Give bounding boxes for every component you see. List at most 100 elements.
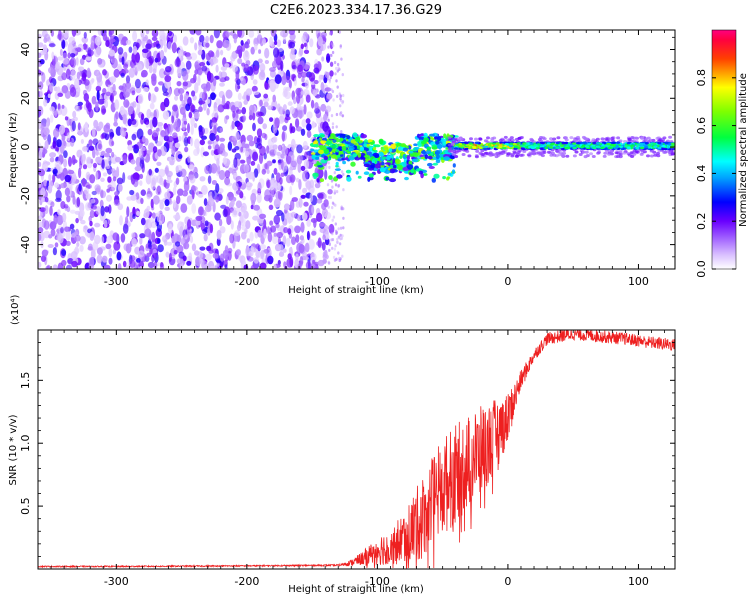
spectrogram-cell xyxy=(89,220,93,227)
spectrogram-cell xyxy=(38,118,42,129)
spectrogram-cell xyxy=(112,36,119,47)
spectrogram-cell xyxy=(565,154,570,158)
spectrogram-cell xyxy=(613,147,618,150)
spectrogram-cell xyxy=(236,109,242,114)
spectrogram-cell xyxy=(502,147,507,150)
spectrogram-cell xyxy=(280,60,284,72)
spectrogram-cell xyxy=(300,90,306,95)
spectrogram-cell xyxy=(250,246,255,254)
spectrogram-cell xyxy=(52,173,56,183)
spectrogram-cell xyxy=(115,126,122,136)
spectrogram-cell xyxy=(578,153,583,156)
spectrogram-cell xyxy=(215,183,220,194)
spectrogram-cell xyxy=(57,262,64,269)
spectrogram-cell xyxy=(299,46,304,56)
spectrogram-cell xyxy=(97,58,103,65)
x-tick-label: -300 xyxy=(104,575,129,588)
spectrogram-cell xyxy=(610,144,614,147)
spectrogram-cell xyxy=(341,145,347,151)
spectrogram-cell xyxy=(246,181,251,187)
spectrogram-cell xyxy=(488,153,493,157)
spectrogram-cell xyxy=(267,255,274,265)
spectrogram-cell xyxy=(102,32,108,42)
spectrogram-cell xyxy=(367,176,371,182)
spectrogram-cell xyxy=(149,247,153,255)
spectrogram-cell xyxy=(656,154,661,158)
spectrogram-cell xyxy=(113,121,118,127)
spectrogram-cell xyxy=(646,154,650,158)
x-tick-label: -100 xyxy=(365,275,390,288)
spectrogram-cell xyxy=(114,191,119,196)
spectrogram-cell xyxy=(229,31,236,36)
spectrogram-cell xyxy=(390,143,397,150)
spectrogram-cell xyxy=(468,144,473,147)
spectrogram-cell xyxy=(122,154,128,165)
spectrogram-cell xyxy=(445,147,449,150)
spectrogram-cell xyxy=(252,122,256,132)
spectrogram-cell xyxy=(341,114,344,118)
spectrogram-cell xyxy=(181,99,186,107)
spectrogram-cell xyxy=(627,153,632,157)
spectrogram-cell xyxy=(303,159,309,170)
spectrogram-cell xyxy=(279,31,284,37)
spectrogram-cell xyxy=(206,108,210,116)
spectrogram-cell xyxy=(320,103,327,112)
spectrogram-cell xyxy=(105,91,111,97)
spectrogram-cell xyxy=(215,64,219,73)
spectrogram-cell xyxy=(575,144,580,147)
spectrogram-cell xyxy=(213,107,219,118)
spectrogram-cell xyxy=(128,46,133,53)
spectrogram-cell xyxy=(305,118,311,124)
spectrogram-cell xyxy=(197,49,203,56)
spectrogram-cell xyxy=(511,138,516,142)
spectrogram-cell xyxy=(513,145,518,149)
spectrogram-cell xyxy=(44,140,49,150)
spectrogram-cell xyxy=(163,97,170,108)
spectrogram-cell xyxy=(487,143,492,147)
spectrogram-cell xyxy=(317,237,322,248)
spectrogram-cell xyxy=(38,233,42,242)
spectrogram-cell xyxy=(203,86,207,94)
spectrogram-cell xyxy=(418,136,425,141)
spectrogram-cell xyxy=(308,239,315,250)
y-tick-label: 1.0 xyxy=(19,434,32,452)
spectrogram-cell xyxy=(188,252,192,261)
spectrogram-cell xyxy=(327,205,330,209)
spectrogram-cell xyxy=(648,138,653,142)
spectrogram-cell xyxy=(257,182,262,193)
spectrogram-cell xyxy=(176,234,181,244)
spectrogram-cell xyxy=(106,194,112,202)
spectrogram-cell xyxy=(131,232,136,239)
spectrogram-cell xyxy=(101,159,105,170)
spectrogram-cell xyxy=(647,146,652,149)
spectrogram-cell xyxy=(92,241,99,251)
spectrogram-cell xyxy=(341,234,344,238)
spectrogram-cell xyxy=(254,43,258,51)
spectrogram-cell xyxy=(622,140,627,143)
spectrogram-cell xyxy=(142,87,149,92)
spectrogram-cell xyxy=(96,247,103,256)
spectrogram-cell xyxy=(257,229,263,238)
spectrogram-cell xyxy=(171,235,175,244)
spectrogram-cell xyxy=(285,86,291,92)
spectrogram-cell xyxy=(500,151,505,155)
spectrogram-cell xyxy=(141,113,145,121)
spectrogram-cell xyxy=(331,144,337,149)
spectrogram-cell xyxy=(328,242,331,247)
spectrogram-cell xyxy=(49,82,54,92)
spectrogram-cell xyxy=(42,148,48,154)
spectrogram-cell xyxy=(109,38,116,43)
spectrogram-cell xyxy=(218,71,223,80)
y-tick-label: 0 xyxy=(19,144,32,151)
spectrogram-cell xyxy=(316,178,320,183)
spectrogram-cell xyxy=(282,104,287,112)
spectrogram-cell xyxy=(191,203,197,214)
spectrogram-cell xyxy=(301,77,305,83)
spectrogram-cell xyxy=(253,257,259,264)
spectrogram-cell xyxy=(229,233,235,244)
spectrogram-cell xyxy=(59,48,63,57)
spectrogram-cell xyxy=(327,261,331,265)
spectrogram-cell xyxy=(66,195,71,203)
spectrogram-cell xyxy=(100,150,106,156)
spectrogram-cell xyxy=(43,250,49,255)
